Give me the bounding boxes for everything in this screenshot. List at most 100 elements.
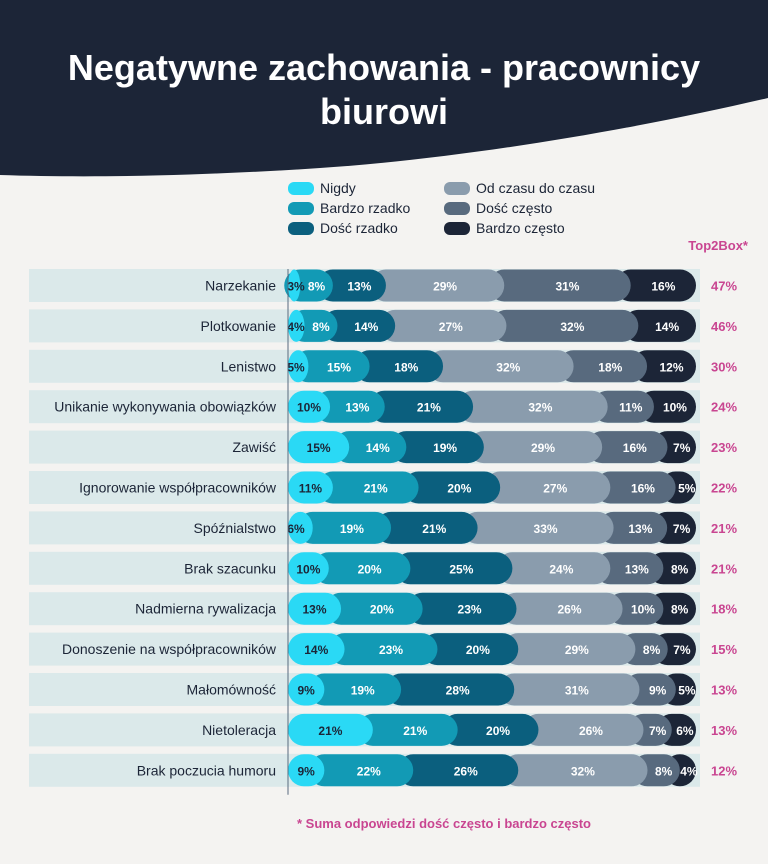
row-label-background	[29, 269, 288, 302]
bar-segment	[500, 592, 623, 625]
top2box-value: 12%	[711, 763, 737, 778]
data-label: 8%	[671, 603, 689, 617]
bar-segment	[614, 269, 696, 302]
data-label: 14%	[304, 643, 328, 657]
data-label: 8%	[655, 764, 673, 778]
row-label-background	[29, 511, 288, 545]
data-label: 4%	[680, 764, 698, 778]
top2box-value: 21%	[711, 521, 737, 536]
top2box-value: 13%	[711, 723, 737, 738]
data-label: 21%	[422, 522, 446, 536]
bar-segment	[328, 633, 438, 666]
legend-label: Od czasu do czasu	[476, 180, 596, 196]
bar-segment	[594, 552, 664, 585]
header-wave	[0, 0, 768, 177]
bar-segment	[288, 309, 305, 342]
bar-segment	[321, 309, 396, 342]
top2box-value: 24%	[711, 400, 737, 415]
data-label: 10%	[297, 401, 321, 415]
data-label: 19%	[351, 684, 375, 698]
data-label: 26%	[454, 764, 478, 778]
legend-item-dosc-rzadko: Dość rzadko	[288, 218, 444, 238]
data-label: 20%	[370, 603, 394, 617]
data-label: 26%	[579, 724, 603, 738]
bar-segment	[394, 552, 513, 585]
data-label: 32%	[528, 401, 552, 415]
data-label: 7%	[673, 522, 691, 536]
data-label: 19%	[340, 522, 364, 536]
data-label: 11%	[619, 401, 643, 415]
bar-segment	[375, 511, 478, 544]
data-label: 7%	[673, 643, 691, 657]
legend-label: Dość często	[476, 200, 553, 216]
bar-segment	[421, 633, 519, 666]
data-label: 8%	[312, 320, 330, 334]
bar-segment	[288, 431, 350, 464]
bar-segment	[484, 471, 611, 504]
data-label: 13%	[625, 562, 649, 576]
top2box-value: 23%	[711, 440, 737, 455]
bar-segment	[637, 390, 696, 423]
data-label: 29%	[565, 643, 589, 657]
data-label: 13%	[628, 522, 652, 536]
bar-segment	[356, 713, 458, 746]
data-label: 28%	[446, 684, 470, 698]
category-label: Małomówność	[187, 682, 276, 698]
bar-segment	[427, 350, 574, 383]
top2box-value: 18%	[711, 602, 737, 617]
data-label: 32%	[571, 764, 595, 778]
row-label-background	[29, 713, 288, 747]
legend-swatch	[444, 201, 470, 215]
data-label: 9%	[298, 764, 316, 778]
header-background	[0, 0, 768, 177]
category-label: Narzekanie	[205, 278, 276, 294]
data-label: 6%	[676, 724, 694, 738]
data-label: 29%	[433, 280, 457, 294]
data-label: 20%	[358, 562, 382, 576]
category-label: Nadmierna rywalizacja	[135, 601, 276, 617]
legend-swatch	[444, 181, 470, 195]
data-label: 5%	[678, 684, 696, 698]
legend-item-bardzo-czesto: Bardzo często	[444, 218, 624, 238]
category-label: Spóźnialstwo	[194, 520, 277, 536]
data-label: 8%	[671, 562, 689, 576]
data-label: 11%	[299, 482, 323, 496]
row-label-background	[29, 632, 288, 666]
data-label: 9%	[649, 684, 667, 698]
data-label: 21%	[417, 401, 441, 415]
legend-label: Dość rzadko	[320, 220, 398, 236]
data-label: 21%	[403, 724, 427, 738]
bar-segment	[594, 471, 676, 504]
bar-segment	[292, 350, 370, 383]
bar-segment	[379, 309, 507, 342]
data-label: 13%	[303, 603, 327, 617]
bar-segment	[314, 390, 385, 423]
data-label: 7%	[673, 441, 691, 455]
bar-segment	[325, 592, 423, 625]
chart-legend: Nigdy Bardzo rzadko Dość rzadko Od czasu…	[288, 178, 628, 238]
row-label-background	[29, 471, 288, 504]
legend-label: Nigdy	[320, 180, 356, 196]
top2box-header: Top2Box*	[688, 238, 748, 253]
data-label: 23%	[458, 603, 482, 617]
category-label: Unikanie wykonywania obowiązków	[54, 399, 277, 415]
footnote: * Suma odpowiedzi dość często i bardzo c…	[297, 816, 591, 831]
top2box-value: 21%	[711, 561, 737, 576]
data-label: 31%	[565, 684, 589, 698]
bar-segment	[369, 269, 505, 302]
legend-swatch	[288, 181, 314, 195]
data-label: 32%	[560, 320, 584, 334]
bar-segment	[622, 309, 696, 342]
data-label: 16%	[651, 280, 675, 294]
bar-segment	[586, 431, 668, 464]
legend-item-dosc-czesto: Dość często	[444, 198, 624, 218]
legend-item-bardzo-rzadko: Bardzo rzadko	[288, 198, 444, 218]
bar-segment	[368, 390, 474, 423]
data-label: 16%	[631, 482, 655, 496]
row-label-background	[29, 753, 288, 787]
data-label: 9%	[298, 684, 316, 698]
bar-segment	[288, 754, 325, 787]
bar-segment	[296, 511, 392, 544]
data-label: 12%	[660, 360, 684, 374]
